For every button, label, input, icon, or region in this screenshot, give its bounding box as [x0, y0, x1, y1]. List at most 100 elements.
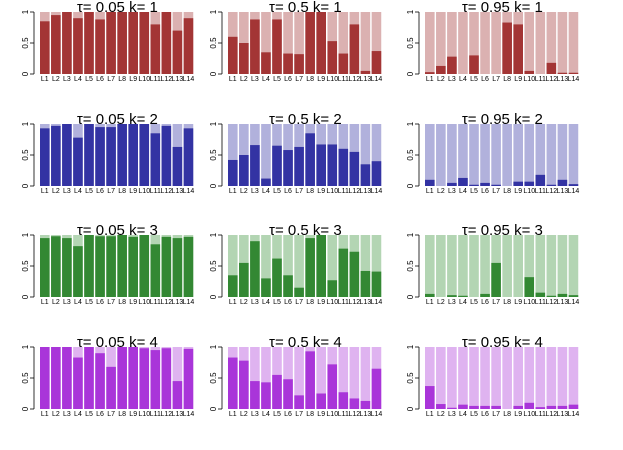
x-tick-label: L2 — [52, 299, 60, 306]
bar-value — [557, 405, 568, 409]
title-text: = 0.5 k= 3 — [275, 222, 342, 239]
bar-remainder — [480, 124, 490, 186]
bar-remainder — [447, 347, 457, 409]
bar-value — [139, 348, 150, 409]
y-tick-label: 1 — [21, 121, 30, 126]
bar-remainder — [228, 235, 238, 297]
bar-remainder — [535, 124, 546, 186]
x-tick-label: L14 — [568, 188, 580, 195]
x-tick-label: L5 — [273, 299, 281, 306]
bar-value — [425, 179, 435, 186]
bar-value — [150, 350, 161, 409]
bar-remainder — [557, 347, 568, 409]
x-tick-label: L7 — [492, 76, 500, 83]
bar-remainder — [360, 124, 371, 186]
y-tick-label: 1 — [209, 344, 218, 349]
x-tick-label: L9 — [129, 411, 137, 418]
x-tick-label: L13 — [360, 299, 372, 306]
title-tau-symbol: τ — [269, 0, 275, 16]
bar-remainder — [568, 124, 579, 186]
x-tick-label: L2 — [240, 188, 248, 195]
x-tick-label: L12 — [161, 188, 173, 195]
y-tick-label: 0 — [209, 294, 218, 299]
x-tick-label: L10 — [138, 411, 150, 418]
x-tick-label: L9 — [514, 411, 522, 418]
bar-value — [480, 405, 490, 409]
bar-value — [535, 174, 546, 186]
bar-value — [294, 395, 304, 409]
y-tick-label: 1 — [406, 121, 415, 126]
bar-value — [349, 398, 360, 409]
bar-value — [84, 235, 94, 297]
title-text: = 0.05 k= 3 — [83, 222, 158, 239]
bar-value — [480, 182, 490, 186]
bar-value — [228, 357, 238, 409]
x-tick-label: L5 — [470, 188, 478, 195]
y-tick-label: 0 — [406, 71, 415, 76]
bar-remainder — [568, 347, 579, 409]
bar-value — [327, 280, 338, 297]
x-tick-label: L5 — [470, 76, 478, 83]
bar-value — [283, 275, 293, 297]
x-tick-label: L13 — [557, 188, 569, 195]
x-tick-label: L13 — [557, 76, 569, 83]
x-tick-label: L10 — [523, 76, 535, 83]
bar-value — [239, 360, 249, 409]
bar-value — [360, 164, 371, 186]
bar-value — [546, 405, 557, 409]
y-tick-label: 0 — [209, 71, 218, 76]
bar-value — [95, 236, 105, 297]
bar-remainder — [568, 12, 579, 74]
x-tick-label: L5 — [470, 299, 478, 306]
x-tick-label: L5 — [85, 411, 93, 418]
x-tick-label: L7 — [492, 411, 500, 418]
x-tick-label: L2 — [52, 188, 60, 195]
bar-value — [40, 238, 50, 297]
bar-value — [139, 235, 150, 297]
title-text: = 0.5 k= 4 — [275, 334, 342, 351]
bar-value — [360, 70, 371, 74]
bar-value — [250, 145, 260, 186]
x-tick-label: L9 — [317, 188, 325, 195]
y-tick-label: 0 — [406, 183, 415, 188]
x-tick-label: L6 — [481, 188, 489, 195]
bar-value — [261, 382, 271, 409]
x-tick-label: L11 — [338, 411, 349, 418]
x-tick-label: L14 — [568, 76, 580, 83]
bar-value — [513, 405, 523, 409]
bar-remainder — [316, 347, 326, 409]
bar-value — [568, 184, 579, 186]
bar-value — [51, 347, 61, 409]
panel-title: τ= 0.05 k= 3 — [77, 222, 158, 239]
bar-remainder — [469, 124, 479, 186]
title-text: = 0.95 k= 4 — [468, 334, 543, 351]
x-tick-label: L6 — [481, 76, 489, 83]
x-tick-label: L9 — [317, 299, 325, 306]
bar-value — [51, 15, 61, 75]
x-tick-label: L11 — [338, 76, 349, 83]
x-tick-label: L13 — [172, 299, 184, 306]
x-tick-label: L8 — [503, 411, 511, 418]
title-tau-symbol: τ — [462, 111, 468, 128]
bar-remainder — [360, 235, 371, 297]
x-tick-label: L10 — [138, 188, 150, 195]
x-tick-label: L14 — [568, 299, 580, 306]
x-tick-label: L8 — [118, 411, 126, 418]
x-tick-label: L11 — [535, 299, 546, 306]
x-tick-label: L3 — [63, 188, 71, 195]
x-tick-label: L12 — [546, 76, 558, 83]
x-tick-label: L3 — [251, 411, 259, 418]
bar-value — [316, 12, 326, 74]
title-text: = 0.5 k= 1 — [275, 0, 342, 16]
bar-value — [161, 348, 172, 409]
bar-value — [128, 236, 138, 297]
x-tick-label: L13 — [360, 188, 372, 195]
bar-value — [84, 347, 94, 409]
panel-title: τ= 0.95 k= 1 — [462, 0, 543, 16]
bar-value — [327, 364, 338, 409]
bar-value — [84, 12, 94, 74]
x-tick-label: L8 — [306, 188, 314, 195]
bar-value — [513, 181, 523, 186]
bar-remainder — [469, 235, 479, 297]
bar-remainder — [283, 12, 293, 74]
